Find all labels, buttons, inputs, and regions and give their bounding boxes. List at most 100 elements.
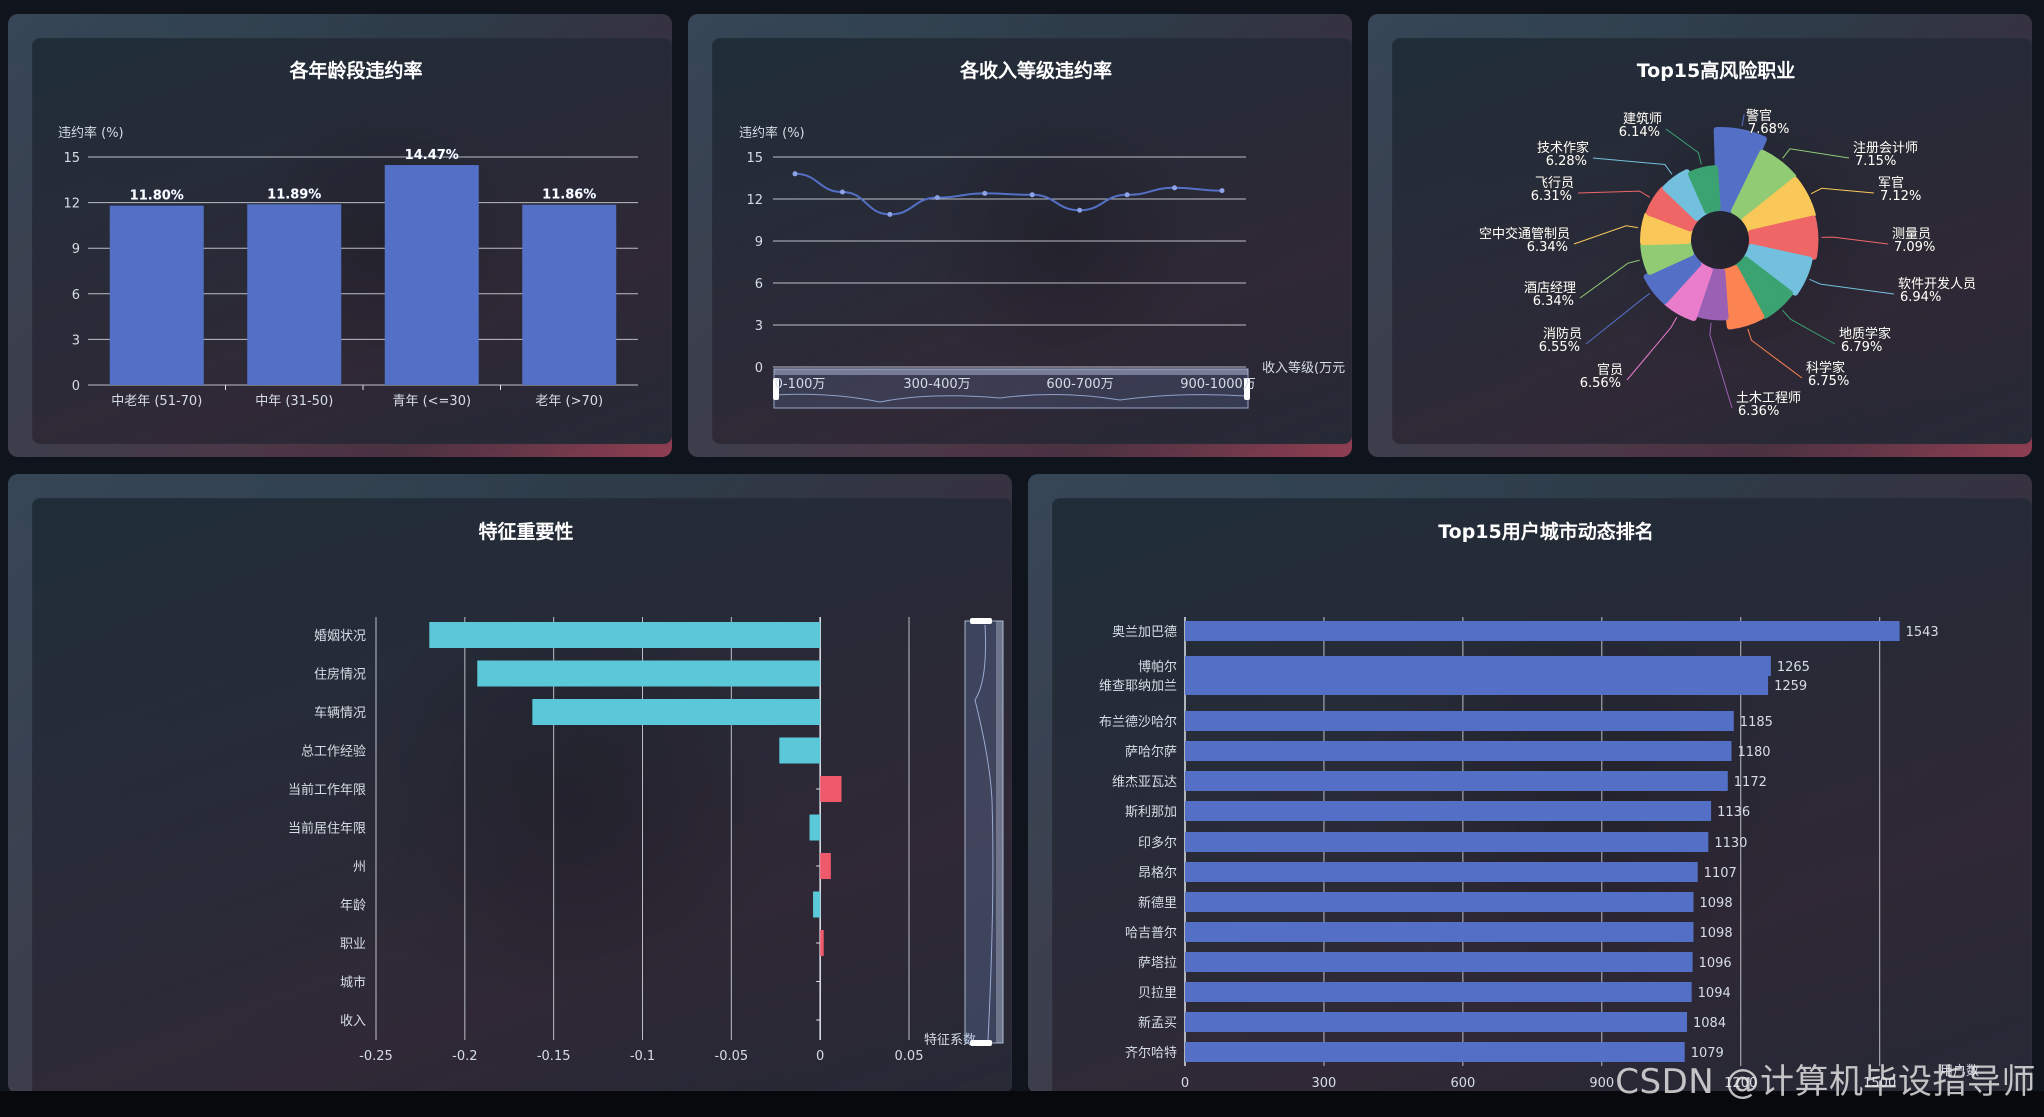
bar bbox=[779, 737, 821, 764]
data-point bbox=[1124, 192, 1130, 198]
label-line bbox=[1810, 187, 1875, 195]
y-tick-label: 0 bbox=[72, 379, 80, 394]
bar-data-label: 1180 bbox=[1737, 745, 1770, 760]
data-point bbox=[1029, 192, 1035, 198]
rose-slice bbox=[1730, 149, 1797, 223]
slice-percent: 7.68% bbox=[1748, 122, 1789, 137]
category-label: 年龄 bbox=[340, 899, 366, 914]
bar bbox=[1185, 656, 1771, 676]
category-label: 昂格尔 bbox=[1138, 865, 1177, 881]
slice-percent: 6.94% bbox=[1900, 290, 1941, 305]
bar bbox=[477, 660, 821, 687]
slider-preview bbox=[974, 624, 994, 1041]
slice-label: 飞行员 bbox=[1535, 176, 1574, 191]
y-tick-label: 9 bbox=[755, 235, 763, 250]
label-line bbox=[1592, 157, 1673, 175]
bar bbox=[1185, 741, 1732, 761]
zoom-handle-left bbox=[773, 378, 779, 400]
slice-label: 消防员 bbox=[1543, 326, 1582, 342]
chart-title-age: 各年龄段违约率 bbox=[289, 60, 423, 82]
rose-slice bbox=[1733, 256, 1794, 319]
x-tick-label: 老年 (>70) bbox=[535, 394, 603, 409]
x-tick-label: -0.05 bbox=[715, 1049, 749, 1064]
bar bbox=[1185, 711, 1734, 731]
bar-data-label: 1172 bbox=[1734, 775, 1767, 790]
slice-percent: 6.55% bbox=[1539, 340, 1580, 355]
category-label: 新德里 bbox=[1138, 895, 1177, 911]
slice-percent: 7.09% bbox=[1894, 240, 1935, 255]
slice-percent: 6.28% bbox=[1546, 154, 1587, 169]
label-line bbox=[1709, 322, 1733, 409]
rose-slice bbox=[1662, 169, 1709, 221]
bar bbox=[1185, 982, 1692, 1002]
slice-label: 地质学家 bbox=[1839, 326, 1891, 342]
category-label: 婚姻状况 bbox=[314, 629, 366, 644]
slice-percent: 6.56% bbox=[1580, 376, 1621, 391]
rose-slice bbox=[1664, 261, 1713, 322]
bar-data-label: 14.47% bbox=[405, 148, 459, 163]
x-axis-title: 特征系数 bbox=[924, 1033, 976, 1048]
slice-percent: 6.36% bbox=[1738, 404, 1779, 419]
x-tick-label: 1500 bbox=[1863, 1076, 1896, 1091]
y-tick-label: 12 bbox=[746, 193, 763, 208]
rose-slice bbox=[1643, 251, 1702, 304]
label-line bbox=[1809, 278, 1895, 295]
bar-data-label: 1185 bbox=[1740, 715, 1773, 730]
bar bbox=[1185, 801, 1712, 821]
bar bbox=[1185, 952, 1693, 972]
bar bbox=[247, 204, 342, 385]
slice-percent: 6.14% bbox=[1619, 125, 1660, 140]
card-high-risk-jobs bbox=[1368, 14, 2032, 457]
bar-data-label: 1098 bbox=[1700, 926, 1733, 941]
slice-label: 测量员 bbox=[1892, 227, 1931, 242]
zoom-slider-bar bbox=[774, 369, 1248, 375]
category-label: 职业 bbox=[340, 937, 366, 952]
category-label: 新孟买 bbox=[1138, 1015, 1177, 1031]
bar-data-label: 11.89% bbox=[267, 187, 321, 202]
category-label: 城市 bbox=[340, 975, 366, 991]
bar bbox=[820, 930, 824, 956]
x-tick-label: -0.25 bbox=[359, 1049, 393, 1064]
chart-title-income: 各收入等级违约率 bbox=[959, 60, 1112, 82]
bar bbox=[109, 205, 204, 385]
data-point bbox=[982, 190, 988, 196]
bar bbox=[384, 165, 479, 385]
y-tick-label: 15 bbox=[746, 151, 763, 166]
rose-slice bbox=[1743, 243, 1813, 296]
category-label: 奥兰加巴德 bbox=[1112, 625, 1177, 640]
category-label: 印多尔 bbox=[1138, 835, 1177, 851]
zoom-handle-right bbox=[1244, 378, 1250, 400]
category-label: 萨塔拉 bbox=[1138, 956, 1177, 971]
bar bbox=[1185, 1012, 1688, 1032]
bar-data-label: 11.80% bbox=[130, 189, 184, 204]
label-line bbox=[1741, 114, 1745, 127]
slider-label: 300-400万 bbox=[903, 377, 970, 392]
category-label: 齐尔哈特 bbox=[1125, 1045, 1177, 1061]
chart-title-jobs: Top15高风险职业 bbox=[1636, 60, 1796, 82]
x-tick-label: -0.2 bbox=[452, 1049, 477, 1064]
category-label: 车辆情况 bbox=[314, 705, 366, 721]
slice-label: 空中交通管制员 bbox=[1479, 226, 1570, 242]
slider-scrollbar bbox=[996, 621, 1003, 1043]
bar-data-label: 1098 bbox=[1700, 896, 1733, 911]
data-point bbox=[792, 171, 798, 177]
label-line bbox=[1747, 328, 1803, 379]
bar bbox=[1185, 771, 1728, 791]
data-point bbox=[1077, 207, 1083, 213]
bar-data-label: 1107 bbox=[1704, 866, 1737, 881]
bar-data-label: 1259 bbox=[1774, 679, 1807, 694]
label-line bbox=[1821, 236, 1889, 245]
bar bbox=[522, 204, 617, 385]
category-label: 萨哈尔萨 bbox=[1125, 745, 1177, 760]
category-label: 哈吉普尔 bbox=[1125, 926, 1177, 941]
rose-slice bbox=[1748, 215, 1819, 260]
data-point bbox=[1219, 188, 1225, 194]
x-tick-label: 600 bbox=[1450, 1076, 1475, 1091]
rose-slice bbox=[1720, 265, 1765, 330]
y-tick-label: 9 bbox=[72, 242, 80, 257]
bar bbox=[429, 622, 821, 648]
slice-label: 军官 bbox=[1878, 175, 1904, 191]
